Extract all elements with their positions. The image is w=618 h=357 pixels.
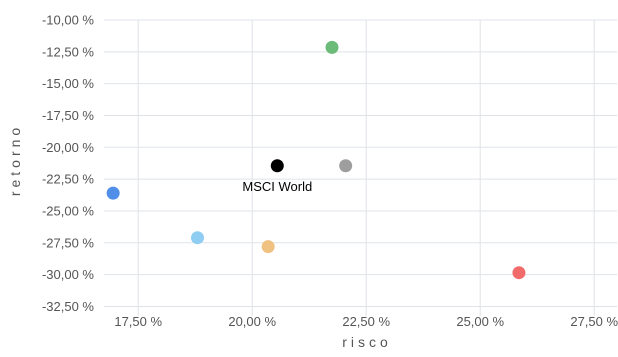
y-tick-label: -10,00 %	[42, 13, 94, 28]
y-tick-label: -17,50 %	[42, 108, 94, 123]
scatter-point	[512, 266, 526, 280]
x-axis-title: risco	[342, 334, 392, 350]
point-label: MSCI World	[242, 179, 312, 194]
x-axis-ticks: 17,50 % 20,00 % 22,50 % 25,00 % 27,50 %	[114, 314, 618, 329]
y-tick-label: -32,50 %	[42, 299, 94, 314]
y-tick-label: -22,50 %	[42, 172, 94, 187]
scatter-point	[339, 159, 353, 173]
x-tick-label: 25,00 %	[456, 314, 504, 329]
x-tick-label: 22,50 %	[342, 314, 390, 329]
y-tick-label: -25,00 %	[42, 203, 94, 218]
scatter-point	[190, 231, 204, 245]
y-axis-title: retorno	[7, 124, 23, 196]
scatter-point	[261, 240, 275, 254]
y-tick-label: -30,00 %	[42, 267, 94, 282]
scatter-point	[270, 159, 284, 173]
data-points: MSCI World	[106, 40, 526, 280]
scatter-point	[325, 40, 339, 54]
scatter-point	[106, 186, 120, 200]
y-tick-label: -15,00 %	[42, 76, 94, 91]
x-tick-label: 20,00 %	[228, 314, 276, 329]
x-tick-label: 27,50 %	[570, 314, 618, 329]
x-tick-label: 17,50 %	[114, 314, 162, 329]
y-tick-label: -27,50 %	[42, 235, 94, 250]
y-axis-ticks: -10,00 % -12,50 % -15,00 % -17,50 % -20,00 %…	[42, 13, 94, 314]
y-tick-label: -20,00 %	[42, 140, 94, 155]
grid	[104, 19, 617, 316]
y-tick-label: -12,50 %	[42, 44, 94, 59]
